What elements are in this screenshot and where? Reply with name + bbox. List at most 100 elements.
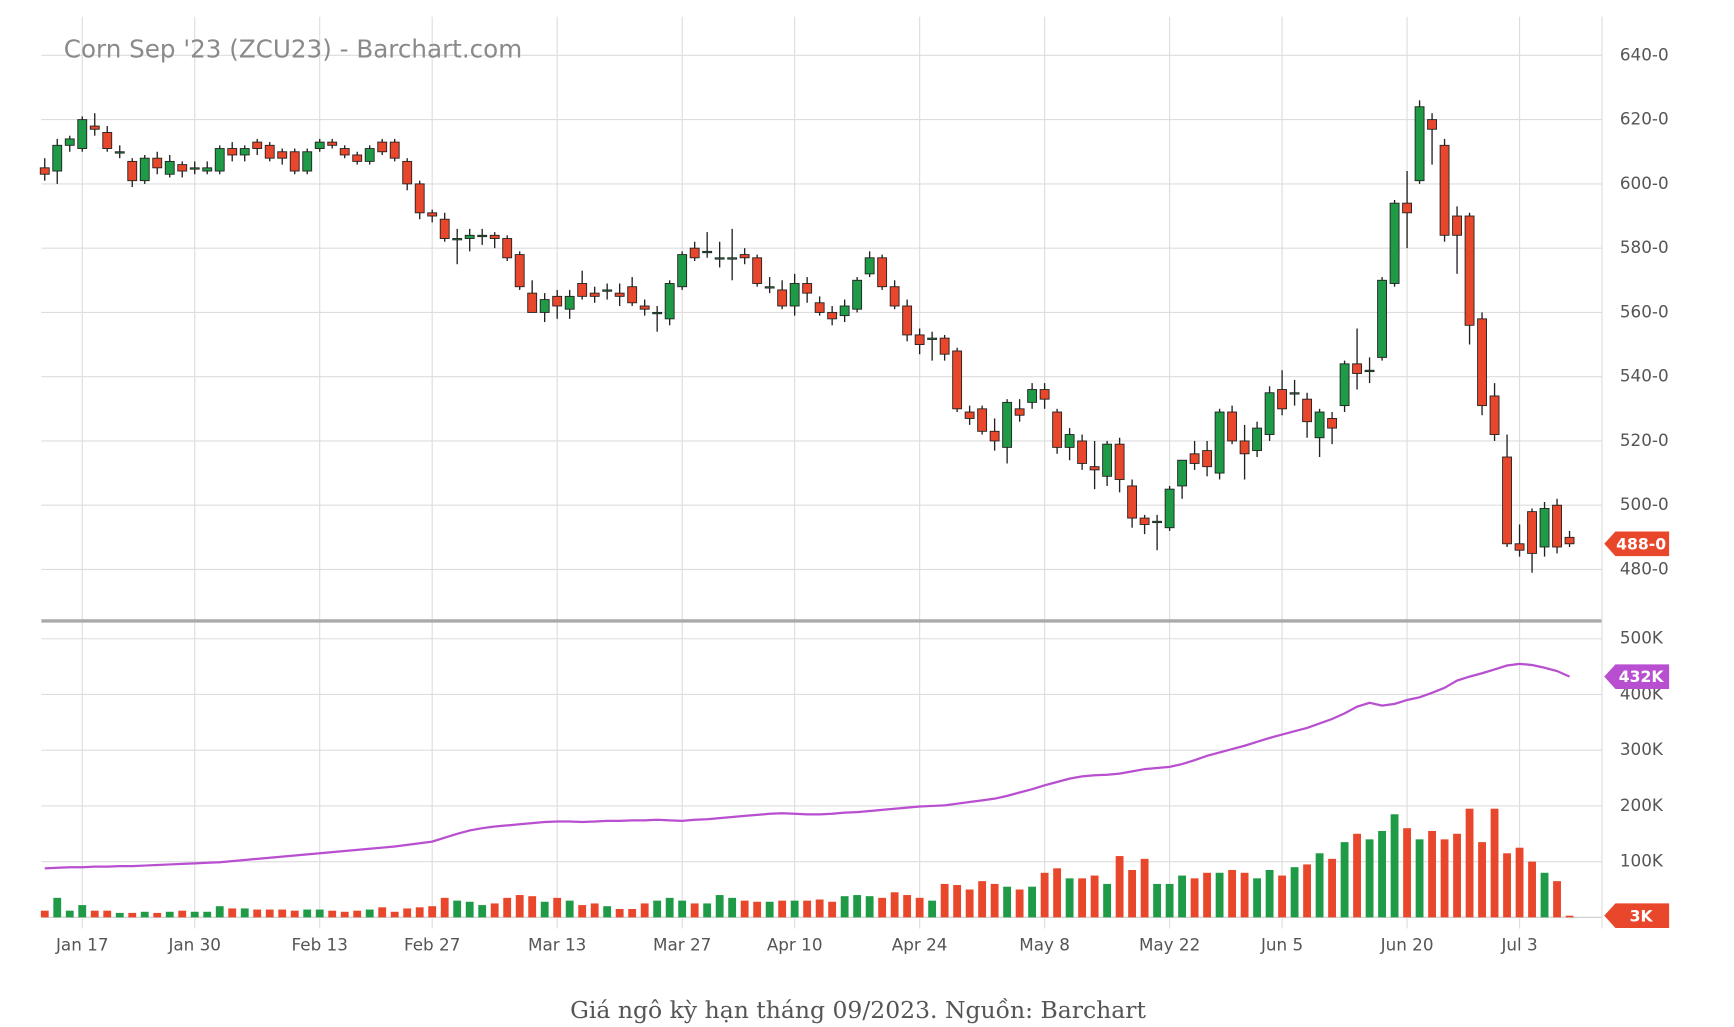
candle-body <box>339 148 350 156</box>
candle-body <box>302 151 313 172</box>
y-tick-label: 640-0 <box>1620 44 1669 64</box>
volume-bar <box>1215 872 1224 918</box>
volume-bar <box>628 908 637 918</box>
candle-body <box>1527 511 1537 554</box>
x-tick-label: Apr 10 <box>767 934 823 954</box>
x-tick-label: Mar 27 <box>653 934 711 954</box>
volume-bar <box>1303 864 1311 918</box>
candle-body <box>452 238 463 241</box>
volume-bar <box>1328 858 1336 918</box>
candle-body <box>39 167 50 175</box>
candle-body <box>439 218 450 239</box>
candle-body <box>1127 485 1138 519</box>
volume-bar <box>365 909 374 918</box>
volume-bar <box>303 909 312 918</box>
volume-bar <box>1053 868 1062 918</box>
volume-bar <box>953 885 962 918</box>
volume-bar <box>1290 867 1299 918</box>
volume-bar <box>690 903 699 918</box>
volume-bar <box>1078 878 1087 918</box>
candle-body <box>952 350 963 410</box>
y-tick-label: 620-0 <box>1620 109 1669 129</box>
candle-body <box>1464 215 1475 326</box>
candle-body <box>764 286 775 289</box>
candle-body <box>977 408 988 432</box>
price-badge <box>1604 531 1670 557</box>
candle-body <box>1414 106 1425 182</box>
volume-bar <box>1140 858 1149 918</box>
volume-bar <box>465 901 474 918</box>
volume-bar <box>1003 886 1012 918</box>
y-tick-label: 540-0 <box>1620 366 1669 386</box>
candle-body <box>1139 517 1150 525</box>
volume-bar <box>103 910 112 918</box>
volume-bar <box>490 903 499 918</box>
volume-bar <box>778 900 787 918</box>
candle-body <box>1402 202 1412 214</box>
candle-body <box>1264 392 1275 435</box>
volume-bar <box>853 895 862 918</box>
candle-body <box>889 286 900 307</box>
candle-body <box>489 234 500 239</box>
volume-bar <box>803 900 812 918</box>
candle-body <box>939 337 950 355</box>
volume-bar <box>165 911 174 918</box>
volume-bar <box>1240 872 1249 918</box>
candle-body <box>1014 408 1025 416</box>
volume-bar <box>1515 847 1524 918</box>
candle-body <box>689 247 700 259</box>
candle-body <box>1089 466 1100 471</box>
candle-body <box>264 144 275 159</box>
volume-bar <box>1378 830 1386 918</box>
volume-bar <box>978 881 987 918</box>
volume-bar <box>640 903 649 918</box>
candle-body <box>814 302 825 313</box>
volume-bar <box>90 910 99 918</box>
candle-body <box>1252 427 1263 452</box>
candle-body <box>1177 459 1188 487</box>
volume-bar <box>703 903 712 918</box>
volume-bar <box>815 899 824 918</box>
candle-body <box>1027 389 1038 403</box>
volume-bar <box>1553 881 1561 918</box>
volume-badge <box>1604 903 1670 928</box>
volume-bar <box>1115 856 1124 918</box>
volume-bar <box>1565 915 1574 918</box>
volume-bar <box>403 908 412 918</box>
candle-body <box>852 279 863 310</box>
candle-body <box>602 289 613 292</box>
volume-bar <box>1178 875 1187 918</box>
volume-bar <box>740 900 749 918</box>
candle-body <box>627 286 638 304</box>
volume-bar <box>1090 875 1099 918</box>
volume-bar <box>428 906 437 918</box>
candle-body <box>739 254 750 259</box>
volume-bar <box>40 910 49 918</box>
candle-body <box>164 160 175 175</box>
candle-body <box>1239 440 1250 455</box>
candle-body <box>1427 119 1437 130</box>
candle-body <box>539 299 550 313</box>
candle-body <box>352 154 363 162</box>
candle-body <box>827 311 838 320</box>
candle-body <box>464 234 475 239</box>
volume-bar <box>1503 853 1511 918</box>
volume-bar <box>1065 878 1074 918</box>
volume-bar <box>228 908 237 918</box>
candle-body <box>989 430 1000 442</box>
candle-body <box>677 254 688 288</box>
candle-body <box>1064 434 1075 448</box>
volume-bar <box>1190 878 1199 918</box>
volume-bar <box>328 910 337 918</box>
candle-body <box>327 141 338 146</box>
volume-bar <box>53 897 62 918</box>
volume-bar <box>415 907 424 918</box>
volume-bar <box>615 908 624 918</box>
candle-body <box>1564 536 1575 545</box>
price-label: 488-0 <box>1616 534 1666 553</box>
candle-body <box>802 283 813 294</box>
candle-body <box>152 157 163 169</box>
candle-body <box>214 148 225 172</box>
candle-body <box>114 151 125 154</box>
